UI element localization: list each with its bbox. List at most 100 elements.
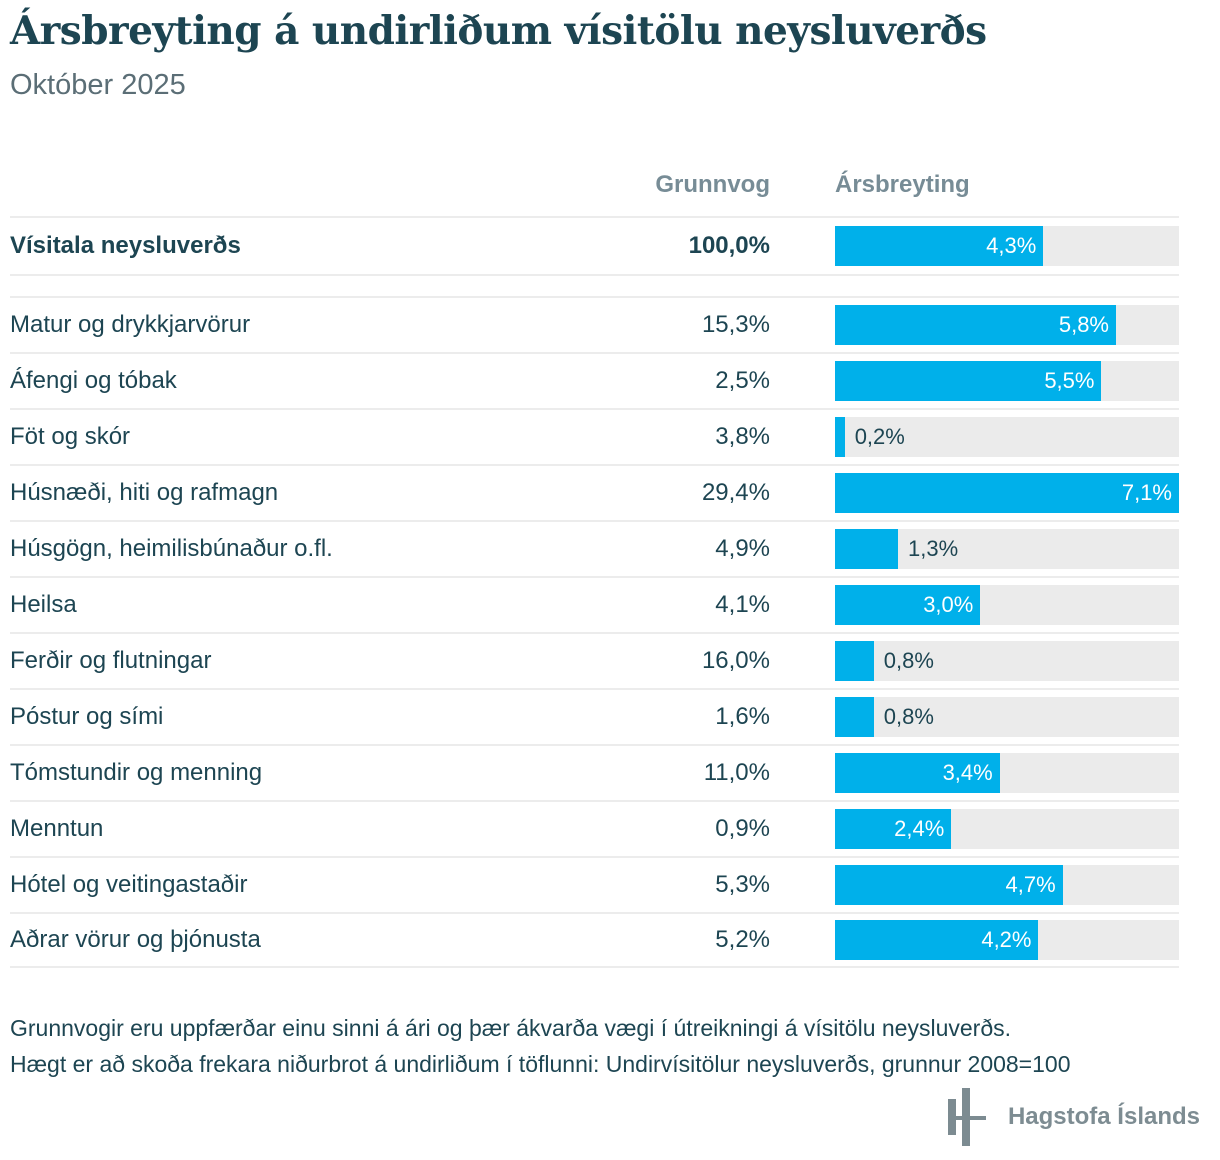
weight-column-header: Grunnvog xyxy=(655,171,770,199)
hagstofa-bars-logo-icon xyxy=(947,1088,986,1147)
bar-value-label: 5,8% xyxy=(1058,312,1109,338)
bar-value-label: 3,4% xyxy=(942,760,993,786)
weight-value: 4,9% xyxy=(715,535,770,563)
bar-cell: 0,8% xyxy=(770,697,1179,738)
category-label: Aðrar vörur og þjónusta xyxy=(10,926,261,954)
category-label: Föt og skór xyxy=(10,423,131,451)
category-label: Áfengi og tóbak xyxy=(10,367,177,395)
bar-cell: 3,4% xyxy=(770,753,1179,794)
bar-value-label: 0,2% xyxy=(854,424,905,450)
bar-track: 0,2% xyxy=(835,417,1179,458)
table-row: Áfengi og tóbak 2,5% 5,5% xyxy=(10,352,1179,408)
weight-value: 29,4% xyxy=(701,479,770,507)
bar-fill xyxy=(835,641,874,682)
bar-value-label: 0,8% xyxy=(883,648,934,674)
page-title: Ársbreyting á undirliðum vísitölu neyslu… xyxy=(10,8,987,54)
table-row: Póstur og sími 1,6% 0,8% xyxy=(10,688,1179,744)
weight-value: 2,5% xyxy=(715,367,770,395)
bar-cell: 0,2% xyxy=(770,417,1179,458)
category-label: Heilsa xyxy=(10,591,77,619)
brand-row: Hagstofa Íslands xyxy=(0,1086,1220,1148)
weight-value: 11,0% xyxy=(703,759,770,787)
category-label: Hótel og veitingastaðir xyxy=(10,871,248,899)
weight-value: 3,8% xyxy=(715,423,770,451)
footnote: Grunnvogir eru uppfærðar einu sinni á ár… xyxy=(10,1010,1200,1082)
weight-value: 16,0% xyxy=(701,647,770,675)
bar-fill xyxy=(835,529,898,570)
bar-cell: 4,7% xyxy=(770,865,1179,906)
bar-cell: 4,2% xyxy=(770,920,1179,961)
table-row: Vísitala neysluverðs 100,0% 4,3% xyxy=(10,216,1179,277)
category-label: Ferðir og flutningar xyxy=(10,647,212,675)
bar-cell: 2,4% xyxy=(770,809,1179,850)
bar-value-label: 0,8% xyxy=(883,704,934,730)
bar-value-label: 4,3% xyxy=(986,233,1037,259)
bar-track: 4,3% xyxy=(835,226,1179,267)
bar-cell: 5,8% xyxy=(770,305,1179,346)
bar-track: 5,8% xyxy=(835,305,1179,346)
bar-track: 0,8% xyxy=(835,697,1179,738)
footnote-line-2: Hægt er að skoða frekara niðurbrot á und… xyxy=(10,1051,1071,1078)
weight-value: 0,9% xyxy=(715,815,770,843)
category-label: Tómstundir og menning xyxy=(10,759,263,787)
bar-value-label: 3,0% xyxy=(923,592,974,618)
table-row: Tómstundir og menning 11,0% 3,4% xyxy=(10,744,1179,800)
table-row: Húsnæði, hiti og rafmagn 29,4% 7,1% xyxy=(10,464,1179,520)
table-row: Menntun 0,9% 2,4% xyxy=(10,800,1179,856)
bar-fill: 2,4% xyxy=(835,809,952,850)
table-body: Vísitala neysluverðs 100,0% 4,3% Matur o… xyxy=(10,216,1179,969)
table-row: Ferðir og flutningar 16,0% 0,8% xyxy=(10,632,1179,688)
bar-fill: 4,7% xyxy=(835,865,1063,906)
table-row: Föt og skór 3,8% 0,2% xyxy=(10,408,1179,464)
bar-track: 3,4% xyxy=(835,753,1179,794)
bar-cell: 0,8% xyxy=(770,641,1179,682)
bar-fill: 3,4% xyxy=(835,753,1000,794)
category-label: Húsgögn, heimilisbúnaður o.fl. xyxy=(10,535,333,563)
category-label: Vísitala neysluverðs xyxy=(10,232,241,260)
bar-value-label: 4,7% xyxy=(1005,872,1056,898)
bar-cell: 4,3% xyxy=(770,226,1179,267)
bar-track: 4,2% xyxy=(835,920,1179,961)
bar-track: 5,5% xyxy=(835,361,1179,402)
bar-fill: 4,3% xyxy=(835,226,1044,267)
weight-value: 5,2% xyxy=(715,926,770,954)
bar-cell: 7,1% xyxy=(770,473,1179,514)
table-row: Húsgögn, heimilisbúnaður o.fl. 4,9% 1,3% xyxy=(10,520,1179,576)
bar-value-label: 2,4% xyxy=(894,816,945,842)
table-section-spacer xyxy=(10,276,1179,296)
bar-cell: 3,0% xyxy=(770,585,1179,626)
bar-fill: 4,2% xyxy=(835,920,1039,961)
category-label: Matur og drykkjarvörur xyxy=(10,311,251,339)
category-label: Menntun xyxy=(10,815,104,843)
footnote-line-1: Grunnvogir eru uppfærðar einu sinni á ár… xyxy=(10,1015,1012,1042)
weight-value: 4,1% xyxy=(715,591,770,619)
bar-track: 7,1% xyxy=(835,473,1179,514)
bar-track: 4,7% xyxy=(835,865,1179,906)
bar-fill xyxy=(835,697,874,738)
weight-value: 5,3% xyxy=(715,871,770,899)
weight-value: 1,6% xyxy=(715,703,770,731)
page: Ársbreyting á undirliðum vísitölu neyslu… xyxy=(0,8,1220,1160)
weight-value: 15,3% xyxy=(701,311,770,339)
bar-cell: 1,3% xyxy=(770,529,1179,570)
table-row: Hótel og veitingastaðir 5,3% 4,7% xyxy=(10,856,1179,912)
bar-track: 0,8% xyxy=(835,641,1179,682)
bar-value-label: 7,1% xyxy=(1121,480,1172,506)
table-row: Aðrar vörur og þjónusta 5,2% 4,2% xyxy=(10,912,1179,969)
table-row: Matur og drykkjarvörur 15,3% 5,8% xyxy=(10,296,1179,352)
bar-value-label: 1,3% xyxy=(907,536,959,562)
bar-track: 3,0% xyxy=(835,585,1179,626)
table-row: Heilsa 4,1% 3,0% xyxy=(10,576,1179,632)
cpi-table: Grunnvog Ársbreyting Vísitala neysluverð… xyxy=(10,154,1179,969)
bar-track: 2,4% xyxy=(835,809,1179,850)
table-header-row: Grunnvog Ársbreyting xyxy=(10,154,1179,216)
bar-fill xyxy=(835,417,845,458)
bar-track: 1,3% xyxy=(835,529,1179,570)
bar-fill: 5,8% xyxy=(835,305,1116,346)
category-column-header xyxy=(10,199,635,216)
page-subtitle: Október 2025 xyxy=(10,69,186,102)
bar-value-label: 5,5% xyxy=(1044,368,1095,394)
bar-cell: 5,5% xyxy=(770,361,1179,402)
brand-name: Hagstofa Íslands xyxy=(1007,1103,1200,1131)
category-label: Póstur og sími xyxy=(10,703,164,731)
